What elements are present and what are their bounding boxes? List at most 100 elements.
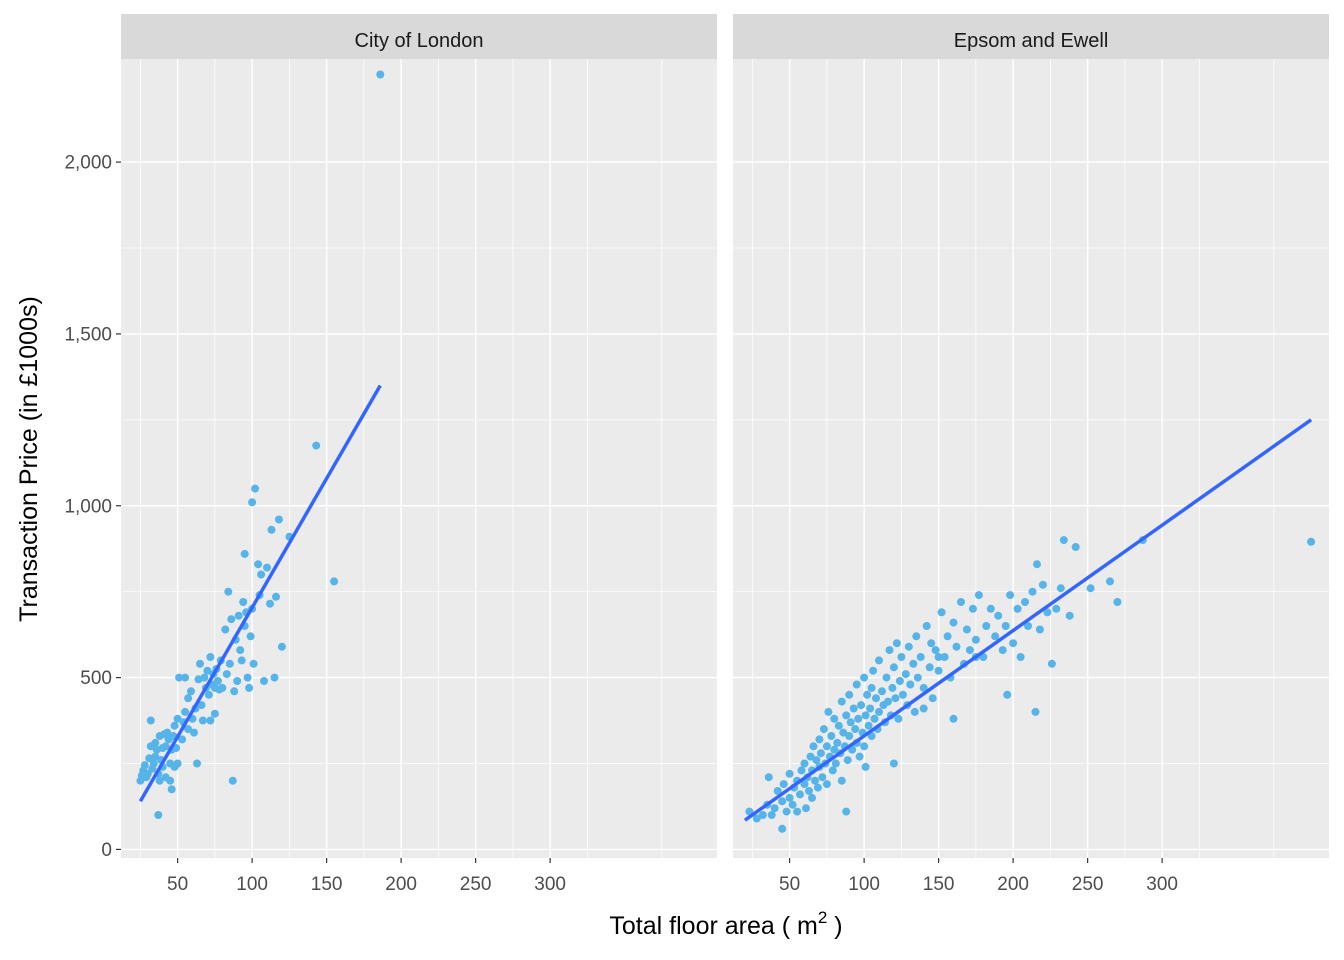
x-tick-label: 200 bbox=[997, 874, 1029, 895]
data-point bbox=[233, 677, 242, 685]
data-point bbox=[146, 716, 155, 725]
data-point bbox=[916, 653, 925, 661]
data-point bbox=[800, 759, 809, 768]
data-point bbox=[867, 683, 876, 692]
data-point bbox=[1086, 584, 1095, 593]
data-point bbox=[225, 659, 234, 668]
strip-label: City of London bbox=[355, 30, 484, 52]
data-point bbox=[222, 670, 231, 679]
data-point bbox=[154, 811, 163, 819]
data-point bbox=[922, 622, 931, 630]
data-point bbox=[934, 666, 943, 675]
data-point bbox=[931, 646, 940, 655]
data-point bbox=[178, 735, 187, 744]
data-point bbox=[257, 570, 266, 579]
data-point bbox=[1016, 653, 1025, 661]
data-point bbox=[834, 721, 843, 730]
y-axis: 0 500 1,000 1,500 2,000 bbox=[64, 153, 121, 861]
data-point bbox=[861, 711, 870, 720]
data-point bbox=[272, 592, 280, 601]
data-point bbox=[1052, 604, 1061, 613]
data-point bbox=[1013, 604, 1022, 613]
data-point bbox=[218, 683, 227, 692]
data-point bbox=[1028, 587, 1037, 596]
data-point bbox=[940, 653, 949, 661]
data-point bbox=[906, 680, 915, 689]
data-point bbox=[800, 780, 809, 789]
data-point bbox=[221, 625, 230, 634]
data-point bbox=[824, 707, 833, 716]
data-point bbox=[897, 653, 906, 661]
data-point bbox=[1031, 707, 1040, 716]
data-point bbox=[788, 800, 797, 809]
data-point bbox=[805, 787, 813, 795]
data-point bbox=[827, 732, 836, 740]
data-point bbox=[1043, 608, 1052, 617]
data-point bbox=[778, 797, 787, 806]
data-point bbox=[181, 673, 190, 682]
data-point bbox=[909, 659, 918, 668]
data-point bbox=[882, 673, 891, 682]
data-point bbox=[1035, 625, 1044, 634]
data-point bbox=[196, 659, 204, 668]
data-point bbox=[167, 785, 176, 794]
data-point bbox=[811, 776, 819, 785]
data-point bbox=[806, 752, 815, 761]
data-point bbox=[957, 598, 965, 606]
data-point bbox=[243, 673, 252, 682]
data-point bbox=[213, 677, 222, 685]
fit-line bbox=[138, 384, 382, 803]
data-point bbox=[1038, 580, 1047, 589]
x-tick-label: 100 bbox=[236, 874, 268, 895]
x-tick-label: 250 bbox=[460, 874, 492, 895]
data-point bbox=[991, 632, 1000, 641]
data-point bbox=[919, 683, 928, 692]
data-point bbox=[274, 515, 283, 524]
data-point bbox=[962, 625, 971, 634]
data-point bbox=[837, 697, 846, 706]
data-point bbox=[239, 598, 248, 606]
data-point bbox=[828, 766, 837, 775]
data-point bbox=[851, 725, 860, 734]
data-point bbox=[260, 677, 268, 685]
y-tick-label: 2,000 bbox=[64, 153, 112, 174]
data-point bbox=[312, 441, 321, 450]
data-point bbox=[866, 704, 875, 713]
data-point bbox=[206, 716, 215, 725]
data-point bbox=[1009, 639, 1018, 648]
data-point bbox=[863, 690, 872, 699]
data-point bbox=[1021, 598, 1029, 606]
data-point bbox=[857, 701, 866, 710]
data-point bbox=[971, 635, 980, 644]
data-point bbox=[161, 742, 170, 751]
x-axis-title-end: ) bbox=[827, 912, 842, 940]
data-point bbox=[888, 683, 897, 692]
data-point bbox=[965, 646, 974, 655]
data-point bbox=[770, 804, 779, 813]
data-point bbox=[861, 762, 870, 771]
data-point bbox=[839, 728, 848, 737]
data-point bbox=[193, 759, 201, 768]
data-point bbox=[793, 807, 802, 816]
strip-label: Epsom and Ewell bbox=[954, 30, 1109, 52]
data-point bbox=[170, 721, 179, 730]
x-tick-label: 150 bbox=[923, 874, 955, 895]
data-point bbox=[277, 642, 286, 651]
data-point bbox=[764, 773, 773, 782]
data-point bbox=[166, 776, 175, 785]
data-point bbox=[952, 642, 961, 651]
data-point bbox=[143, 769, 152, 778]
x-axis-title: Total floor area ( m2 ) bbox=[609, 908, 842, 940]
data-point bbox=[919, 704, 928, 713]
data-point bbox=[240, 549, 249, 558]
data-point bbox=[175, 673, 184, 682]
data-point bbox=[785, 793, 794, 802]
data-point bbox=[885, 646, 894, 655]
data-point bbox=[927, 639, 936, 648]
data-point bbox=[812, 756, 821, 765]
data-point bbox=[986, 604, 995, 613]
data-point bbox=[878, 687, 886, 696]
data-point bbox=[263, 563, 271, 572]
y-tick-label: 500 bbox=[80, 668, 112, 689]
